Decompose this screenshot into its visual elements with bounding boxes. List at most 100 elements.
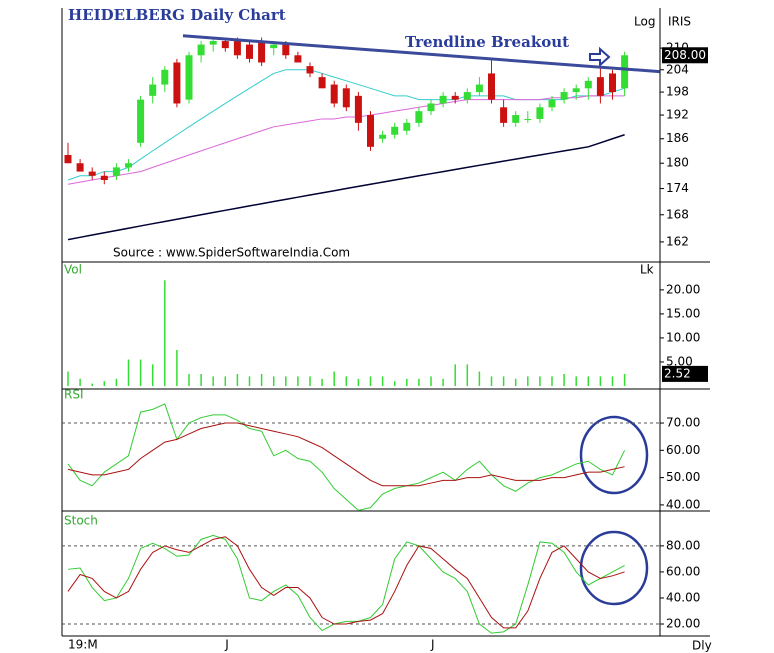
- bar: [406, 378, 408, 386]
- source: Source : www.SpiderSoftwareIndia.Com: [113, 246, 350, 260]
- bar: [321, 378, 323, 386]
- candle-body: [379, 134, 387, 139]
- y-tick-label: 20.00: [666, 617, 700, 631]
- bar: [502, 376, 505, 386]
- candle-body: [596, 77, 604, 96]
- bar: [514, 378, 517, 386]
- candle-body: [463, 92, 471, 100]
- candle-body: [475, 84, 483, 93]
- candle-body: [512, 115, 520, 123]
- y-tick-label: 60.00: [666, 564, 700, 578]
- candle-body: [112, 167, 120, 176]
- panel-title: Stoch: [64, 514, 98, 528]
- y-tick-label: 180: [666, 156, 689, 170]
- candle-body: [367, 115, 374, 147]
- candle-body: [88, 171, 96, 176]
- candle-body: [560, 92, 568, 100]
- bar: [200, 373, 202, 386]
- candle-body: [391, 126, 399, 135]
- y-tick-label: 168: [666, 207, 689, 221]
- y-tick-label: 15.00: [666, 306, 700, 320]
- bar: [478, 371, 481, 386]
- y-tick-label: 50.00: [666, 470, 700, 484]
- candle-body: [270, 44, 278, 49]
- bar: [212, 376, 214, 386]
- bar: [176, 349, 178, 386]
- bar: [369, 376, 372, 386]
- y-tick-label: 162: [666, 234, 689, 248]
- scale-label: Log: [634, 15, 655, 29]
- bar: [164, 280, 166, 386]
- y-tick-label: 10.00: [666, 330, 700, 344]
- y-tick-label: 186: [666, 131, 689, 145]
- candle-body: [197, 44, 205, 56]
- bar: [454, 364, 456, 386]
- y-tick-label: 40.00: [666, 590, 700, 604]
- bar: [575, 376, 577, 386]
- panel-title: Vol: [64, 263, 82, 277]
- bar: [79, 378, 81, 386]
- candle-body: [100, 175, 108, 181]
- bar: [67, 371, 69, 386]
- chart-title: HEIDELBERG Daily Chart: [68, 6, 286, 24]
- candle-body: [536, 107, 544, 119]
- candle-body: [294, 55, 302, 63]
- bar: [127, 359, 130, 386]
- y-tick-label: 174: [666, 181, 689, 195]
- y-tick-label: 60.00: [666, 443, 700, 457]
- candle-body: [415, 111, 423, 123]
- bar: [333, 371, 335, 386]
- candle-body: [439, 95, 447, 104]
- candle-body: [427, 103, 435, 112]
- arrow: [589, 46, 611, 68]
- candle-body: [246, 44, 253, 59]
- bar: [587, 376, 590, 386]
- bar: [539, 376, 541, 386]
- y-tick-label: 80.00: [666, 538, 700, 552]
- bar: [442, 378, 444, 386]
- candle-body: [282, 44, 290, 56]
- line: [67, 134, 625, 241]
- y-tick-label: 192: [666, 108, 689, 122]
- y-tick-label: 204: [666, 62, 689, 76]
- x-tick-label: J: [430, 638, 435, 652]
- candle-body: [76, 163, 84, 172]
- candle-body: [258, 41, 266, 63]
- line: [67, 95, 625, 185]
- candle-body: [64, 154, 72, 164]
- candle-body: [306, 66, 314, 74]
- line: [67, 422, 625, 487]
- period-label: Dly: [692, 639, 712, 653]
- bar: [285, 376, 287, 386]
- candle-body: [125, 163, 132, 168]
- candle-body: [403, 122, 411, 131]
- panel-title: RSI: [64, 388, 84, 402]
- bar: [466, 364, 469, 386]
- y-tick-label: 20.00: [666, 282, 700, 296]
- x-tick-label: J: [224, 638, 229, 652]
- bar: [139, 359, 142, 386]
- bar: [357, 378, 360, 386]
- bar: [381, 376, 384, 386]
- bar: [103, 381, 106, 386]
- bar: [430, 376, 432, 386]
- candle-body: [524, 118, 532, 120]
- candle-body: [318, 77, 326, 89]
- line: [67, 403, 626, 511]
- candle-body: [137, 99, 145, 143]
- bar: [309, 376, 311, 386]
- bar: [91, 383, 93, 386]
- bar: [563, 373, 565, 386]
- candle-body: [209, 41, 217, 45]
- candle-body: [584, 80, 592, 89]
- last-value-label: 2.52: [664, 366, 691, 380]
- bar: [599, 376, 602, 386]
- y-tick-label: 70.00: [666, 416, 700, 430]
- bar: [551, 376, 553, 386]
- symbol: IRIS: [668, 15, 691, 29]
- last-value-box: [662, 47, 708, 64]
- bar: [224, 376, 227, 386]
- candle-body: [572, 88, 580, 93]
